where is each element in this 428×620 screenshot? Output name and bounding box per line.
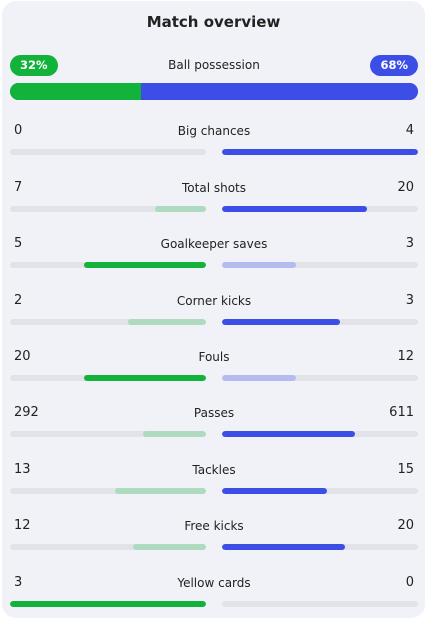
stat-row-goalkeeper-saves: 5 Goalkeeper saves 3: [10, 236, 418, 276]
stat-row-passes: 292 Passes 611: [10, 405, 418, 445]
stat-row-tackles: 13 Tackles 15: [10, 462, 418, 502]
away-bar-track: [222, 206, 418, 212]
away-bar-fill: [222, 431, 355, 437]
away-bar-track: [222, 601, 418, 607]
home-bar-fill: [115, 488, 206, 494]
home-possession-badge: 32%: [10, 55, 58, 76]
away-bar-fill: [222, 375, 296, 381]
away-value: 3: [405, 293, 414, 308]
home-bar-fill: [83, 375, 206, 381]
stat-label: Fouls: [198, 350, 230, 364]
away-bar-fill: [222, 544, 345, 550]
away-value: 15: [397, 462, 414, 477]
home-bar-track: [10, 149, 206, 155]
stat-label: Free kicks: [184, 519, 244, 533]
away-bar-track: [222, 488, 418, 494]
home-value: 12: [14, 518, 31, 533]
away-possession-badge: 68%: [370, 55, 418, 76]
away-value: 20: [397, 518, 414, 533]
home-bar-track: [10, 262, 206, 268]
home-bar-track: [10, 375, 206, 381]
away-bar-fill: [222, 262, 296, 268]
away-value: 12: [397, 349, 414, 364]
home-value: 292: [14, 405, 39, 420]
away-bar-track: [222, 544, 418, 550]
possession-bar: [10, 83, 418, 100]
home-value: 20: [14, 349, 31, 364]
stat-row-fouls: 20 Fouls 12: [10, 349, 418, 389]
ball-possession-row: 32% Ball possession 68%: [10, 55, 418, 103]
away-value: 0: [405, 575, 414, 590]
home-value: 0: [14, 123, 23, 138]
home-value: 3: [14, 575, 23, 590]
home-value: 5: [14, 236, 23, 251]
away-value: 20: [397, 180, 414, 195]
stat-row-big-chances: 0 Big chances 4: [10, 123, 418, 163]
home-bar-fill: [127, 319, 206, 325]
away-value: 4: [405, 123, 414, 138]
away-bar-track: [222, 262, 418, 268]
home-bar-fill: [155, 206, 206, 212]
away-bar-fill: [222, 149, 418, 155]
away-value: 611: [389, 405, 414, 420]
home-bar-track: [10, 544, 206, 550]
possession-bar-away: [140, 83, 418, 100]
stat-label: Yellow cards: [177, 576, 251, 590]
card-title: Match overview: [146, 13, 281, 31]
stat-label: Total shots: [182, 181, 246, 195]
possession-bar-home: [10, 83, 141, 100]
home-value: 2: [14, 293, 23, 308]
away-bar-track: [222, 431, 418, 437]
away-value: 3: [405, 236, 414, 251]
stat-label: Tackles: [192, 463, 236, 477]
away-bar-track: [222, 149, 418, 155]
stat-label: Big chances: [177, 124, 251, 138]
home-bar-track: [10, 601, 206, 607]
away-bar-track: [222, 319, 418, 325]
stat-row-yellow-cards: 3 Yellow cards 0: [10, 575, 418, 615]
stat-label: Corner kicks: [176, 294, 252, 308]
home-bar-fill: [132, 544, 206, 550]
home-bar-fill: [83, 262, 206, 268]
away-bar-fill: [222, 206, 368, 212]
home-bar-track: [10, 206, 206, 212]
home-value: 7: [14, 180, 23, 195]
stat-label: Passes: [193, 406, 235, 420]
stat-row-free-kicks: 12 Free kicks 20: [10, 518, 418, 558]
stat-row-total-shots: 7 Total shots 20: [10, 180, 418, 220]
home-bar-track: [10, 488, 206, 494]
away-bar-track: [222, 375, 418, 381]
home-bar-fill: [142, 431, 206, 437]
home-value: 13: [14, 462, 31, 477]
home-bar-track: [10, 431, 206, 437]
possession-label: Ball possession: [168, 58, 260, 72]
stat-row-corner-kicks: 2 Corner kicks 3: [10, 293, 418, 333]
away-bar-fill: [222, 488, 327, 494]
away-bar-fill: [222, 319, 340, 325]
stat-label: Goalkeeper saves: [160, 237, 268, 251]
home-bar-fill: [10, 601, 206, 607]
home-bar-track: [10, 319, 206, 325]
